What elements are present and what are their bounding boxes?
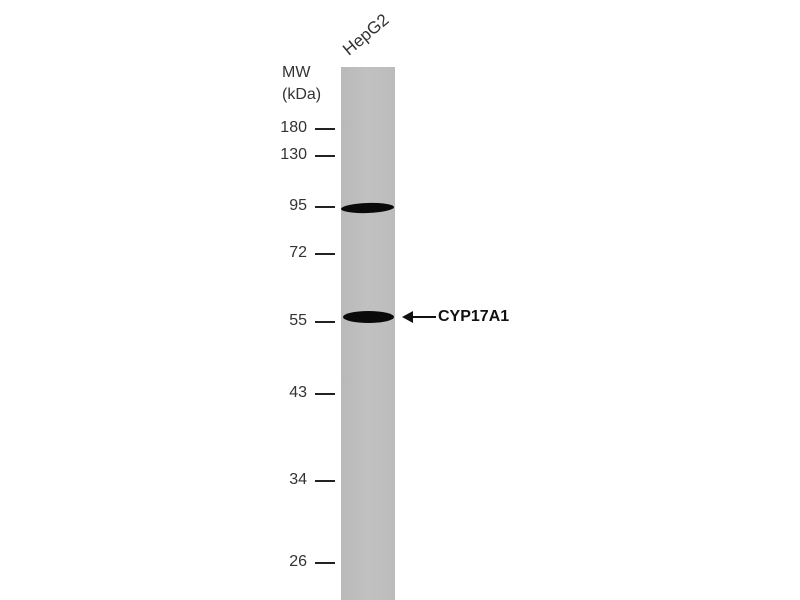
marker-label: 26: [289, 553, 307, 570]
marker-130: 130: [250, 145, 340, 165]
target-label: CYP17A1: [438, 308, 510, 325]
kda-label: (kDa): [282, 86, 322, 103]
mw-label: MW: [282, 64, 311, 81]
marker-label: 55: [289, 312, 307, 329]
marker-label: 130: [280, 146, 307, 163]
marker-55: 55: [250, 311, 340, 331]
marker-tick: [315, 253, 335, 255]
marker-180: 180: [250, 118, 340, 138]
marker-label: 180: [280, 119, 307, 136]
lane-label: HepG2: [339, 10, 393, 60]
marker-95: 95: [250, 196, 340, 216]
marker-tick: [315, 393, 335, 395]
mw-axis-title: MW (kDa): [282, 62, 321, 106]
band-95: [340, 202, 395, 214]
left-arrow-icon: [402, 311, 436, 323]
marker-tick: [315, 321, 335, 323]
marker-26: 26: [250, 552, 340, 572]
marker-tick: [315, 155, 335, 157]
marker-label: 34: [289, 471, 307, 488]
band-55: [343, 311, 394, 323]
marker-label: 95: [289, 197, 307, 214]
marker-label: 43: [289, 384, 307, 401]
marker-tick: [315, 206, 335, 208]
marker-43: 43: [250, 383, 340, 403]
marker-tick: [315, 480, 335, 482]
marker-34: 34: [250, 470, 340, 490]
marker-tick: [315, 562, 335, 564]
marker-72: 72: [250, 243, 340, 263]
blot-lane: [340, 67, 395, 600]
marker-label: 72: [289, 244, 307, 261]
marker-tick: [315, 128, 335, 130]
